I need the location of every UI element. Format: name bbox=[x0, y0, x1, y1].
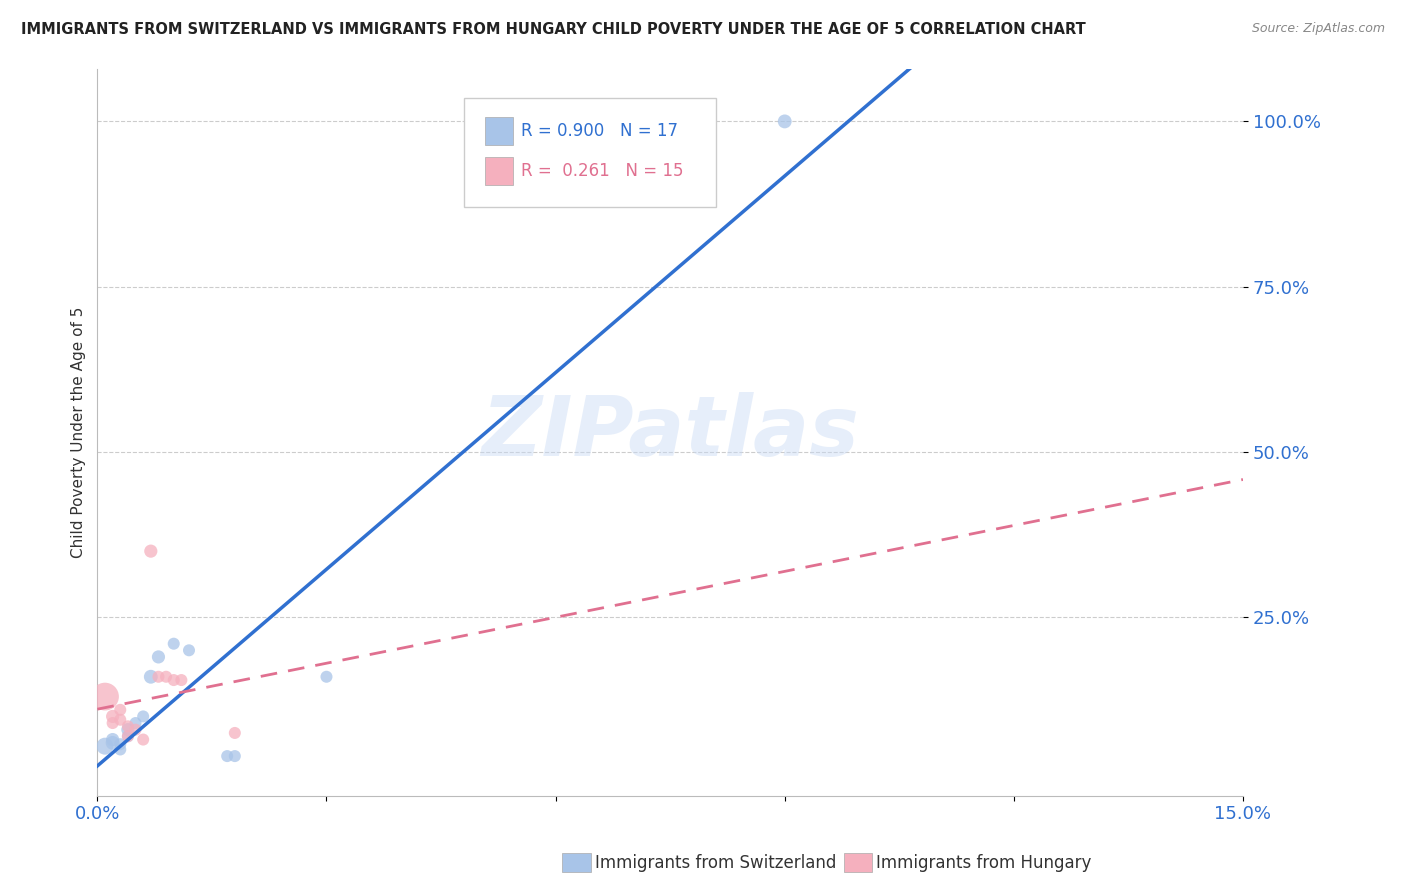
Point bbox=[117, 719, 139, 733]
Point bbox=[170, 673, 193, 687]
Point bbox=[124, 716, 146, 731]
Text: Immigrants from Hungary: Immigrants from Hungary bbox=[876, 854, 1091, 871]
Text: ZIPatlas: ZIPatlas bbox=[481, 392, 859, 473]
Point bbox=[124, 723, 146, 737]
Y-axis label: Child Poverty Under the Age of 5: Child Poverty Under the Age of 5 bbox=[72, 307, 86, 558]
Point bbox=[94, 690, 117, 704]
Point bbox=[101, 716, 124, 731]
Text: R = 0.900   N = 17: R = 0.900 N = 17 bbox=[522, 122, 678, 140]
FancyBboxPatch shape bbox=[464, 97, 716, 207]
Point bbox=[101, 732, 124, 747]
Point bbox=[110, 737, 132, 751]
Point bbox=[94, 739, 117, 754]
Point bbox=[101, 736, 124, 750]
Point bbox=[148, 649, 170, 664]
Text: R =  0.261   N = 15: R = 0.261 N = 15 bbox=[522, 162, 683, 180]
Point bbox=[155, 670, 177, 684]
Point bbox=[224, 749, 246, 764]
Point bbox=[163, 673, 186, 687]
Point bbox=[117, 729, 139, 743]
Point bbox=[110, 713, 132, 727]
Text: Immigrants from Switzerland: Immigrants from Switzerland bbox=[595, 854, 837, 871]
Bar bbox=[485, 117, 513, 145]
Point bbox=[132, 732, 155, 747]
Point bbox=[110, 742, 132, 756]
Point bbox=[224, 726, 246, 740]
Point bbox=[148, 670, 170, 684]
Point bbox=[117, 723, 139, 737]
Point bbox=[163, 637, 186, 651]
Point bbox=[315, 670, 337, 684]
Bar bbox=[485, 157, 513, 185]
Point bbox=[139, 670, 162, 684]
Point bbox=[773, 114, 796, 128]
Point bbox=[217, 749, 239, 764]
Point bbox=[117, 729, 139, 743]
Point bbox=[132, 709, 155, 723]
Point bbox=[110, 703, 132, 717]
Point bbox=[139, 544, 162, 558]
Point bbox=[101, 709, 124, 723]
Text: IMMIGRANTS FROM SWITZERLAND VS IMMIGRANTS FROM HUNGARY CHILD POVERTY UNDER THE A: IMMIGRANTS FROM SWITZERLAND VS IMMIGRANT… bbox=[21, 22, 1085, 37]
Text: Source: ZipAtlas.com: Source: ZipAtlas.com bbox=[1251, 22, 1385, 36]
Point bbox=[177, 643, 200, 657]
